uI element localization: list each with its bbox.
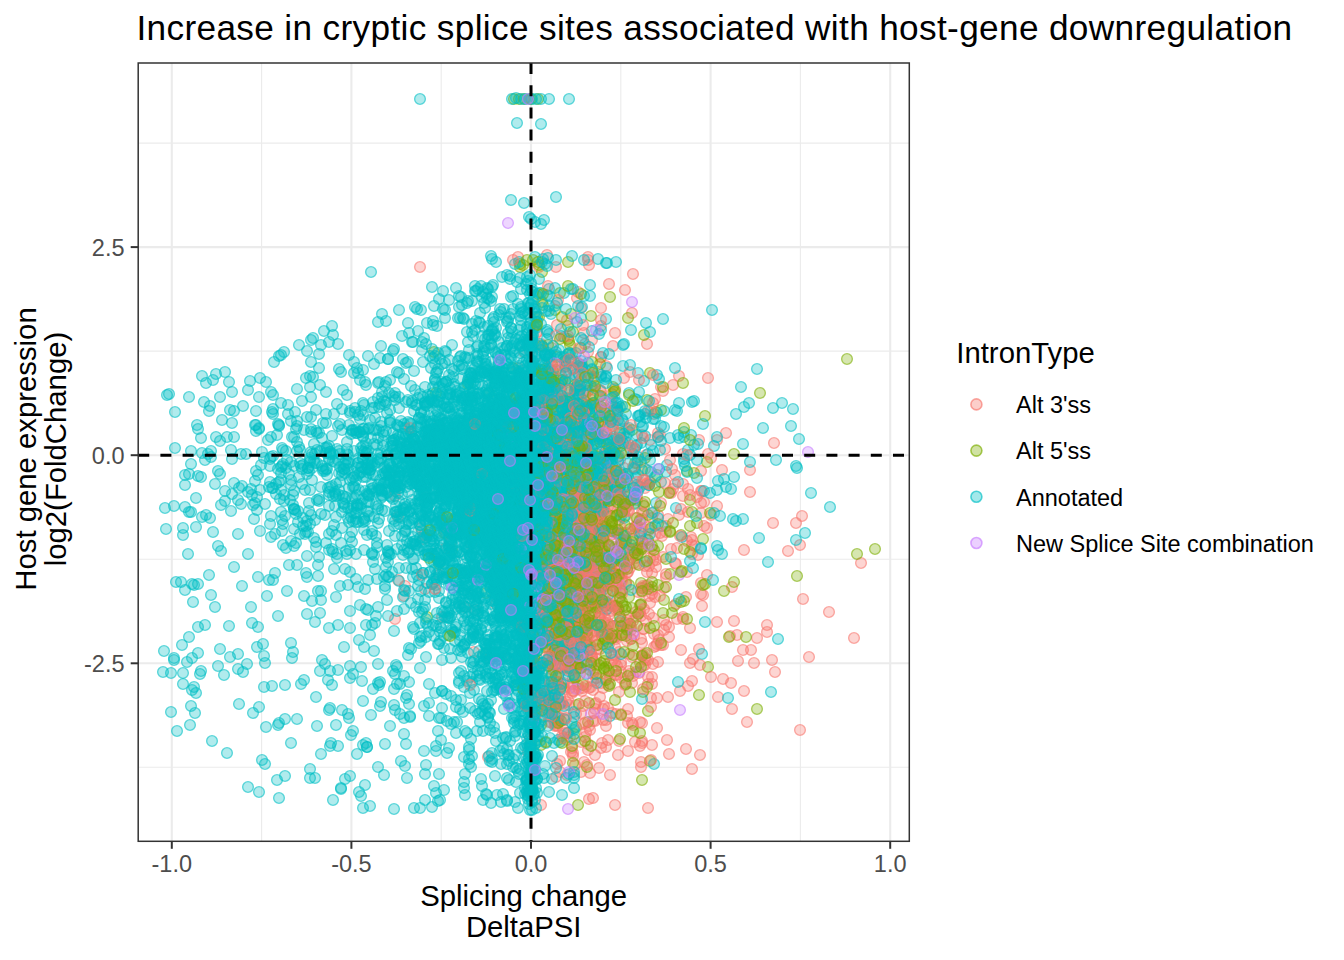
svg-text:1.0: 1.0	[874, 851, 907, 877]
svg-text:0.0: 0.0	[92, 443, 125, 469]
svg-text:DeltaPSI: DeltaPSI	[466, 910, 582, 943]
svg-text:Splicing change: Splicing change	[420, 879, 627, 912]
svg-text:log2(FoldChange): log2(FoldChange)	[39, 332, 72, 567]
svg-text:Alt 5'ss: Alt 5'ss	[1016, 438, 1091, 464]
svg-text:-2.5: -2.5	[84, 651, 125, 677]
svg-text:Annotated: Annotated	[1016, 485, 1123, 511]
svg-text:2.5: 2.5	[92, 235, 125, 261]
svg-text:Host gene expression: Host gene expression	[9, 307, 42, 590]
svg-text:New Splice Site combination: New Splice Site combination	[1016, 531, 1314, 557]
svg-text:Increase in cryptic splice sit: Increase in cryptic splice sites associa…	[136, 8, 1292, 47]
svg-text:0.0: 0.0	[515, 851, 548, 877]
svg-text:0.5: 0.5	[694, 851, 727, 877]
svg-text:-0.5: -0.5	[331, 851, 372, 877]
svg-text:-1.0: -1.0	[152, 851, 193, 877]
svg-text:IntronType: IntronType	[956, 336, 1094, 369]
svg-text:Alt 3'ss: Alt 3'ss	[1016, 392, 1091, 418]
